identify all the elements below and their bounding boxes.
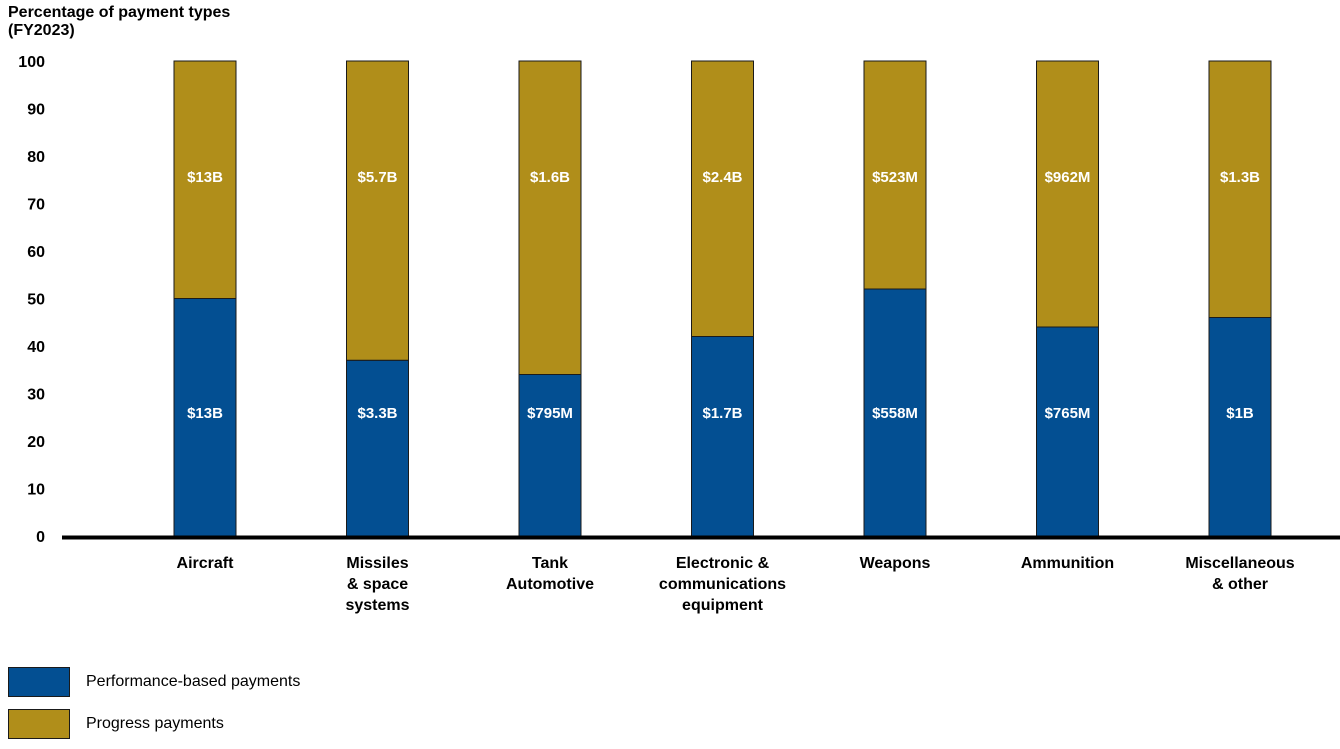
data-label-performance-based: $558M [872,405,918,422]
y-tick-label: 20 [27,434,45,451]
legend-item-progress: Progress payments [8,707,300,741]
legend-item-performance-based: Performance-based payments [8,665,300,699]
y-tick-label: 30 [27,387,45,404]
x-tick-label: Miscellaneous & other [1185,555,1294,593]
y-tick-label: 60 [27,244,45,261]
y-tick-label: 80 [27,149,45,166]
legend-swatch-progress [8,709,70,739]
y-axis-title-line-1: Percentage of payment types [8,4,231,21]
data-label-performance-based: $765M [1045,405,1091,422]
data-label-performance-based: $795M [527,405,573,422]
bar-progress [518,60,582,375]
bar-performance-based [518,374,582,537]
y-tick-label: 10 [27,482,45,499]
data-label-progress: $2.4B [702,169,742,186]
x-tick-label: Tank Automotive [506,555,594,593]
y-tick-label: 70 [27,197,45,214]
bar-performance-based [1036,326,1099,537]
data-label-progress: $1.3B [1220,169,1260,186]
x-tick-label-line: equipment [682,597,764,614]
x-tick-label-line: communications [659,576,786,593]
y-tick-label: 40 [27,339,45,356]
bar-performance-based [346,359,409,537]
x-tick-label-line: Automotive [506,576,594,593]
x-tick-label-line: Tank [532,555,568,572]
y-tick-label: 90 [27,102,45,119]
bar-progress [691,60,754,337]
x-tick-label-line: Missiles [346,555,408,572]
x-tick-label-line: Miscellaneous [1185,555,1294,572]
data-label-performance-based: $1B [1226,405,1254,422]
x-tick-label: Ammunition [1021,555,1114,572]
bar-progress [1208,60,1272,318]
data-label-progress: $5.7B [357,169,397,186]
y-axis-title-line-2: (FY2023) [8,22,75,39]
x-tick-label-line: systems [345,597,409,614]
bar-performance-based [691,336,754,537]
x-tick-label-line: Electronic & [676,555,770,572]
x-tick-label-line: Aircraft [177,555,235,572]
x-tick-label: Weapons [860,555,931,572]
x-tick-label: Electronic & communications equipment [659,555,786,614]
legend-swatch-performance-based [8,667,70,697]
data-label-performance-based: $3.3B [357,405,397,422]
bar-progress [1036,60,1099,328]
legend-label-performance-based: Performance-based payments [86,673,301,690]
data-label-progress: $962M [1045,169,1091,186]
x-tick-label: Missiles & space systems [345,555,409,614]
bar-performance-based [173,298,237,537]
chart-plot: 0 10 20 30 40 50 60 70 80 90 100 $13B $3.3B $795M $1.7… [18,54,1340,614]
data-label-progress: $523M [872,169,918,186]
data-label-performance-based: $1.7B [702,405,742,422]
data-label-progress: $1.6B [530,169,570,186]
data-label-progress: $13B [187,169,223,186]
y-tick-label: 50 [27,292,45,309]
x-tick-label-line: & other [1212,576,1268,593]
legend: Performance-based payments Progress paym… [8,665,300,749]
y-tick-label: 100 [18,54,45,71]
bar-progress [173,60,237,299]
bar-progress [346,60,409,361]
legend-label-progress: Progress payments [86,715,224,732]
y-axis-title: Percentage of payment types (FY2023) [8,4,230,40]
x-tick-label-line: & space [347,576,408,593]
bar-performance-based [1208,317,1272,537]
y-tick-label: 0 [36,529,45,546]
x-tick-label: Aircraft [177,555,235,572]
bar-performance-based [863,288,927,537]
bar-progress [863,60,927,290]
x-tick-label-line: Ammunition [1021,555,1114,572]
data-label-performance-based: $13B [187,405,223,422]
x-tick-label-line: Weapons [860,555,931,572]
